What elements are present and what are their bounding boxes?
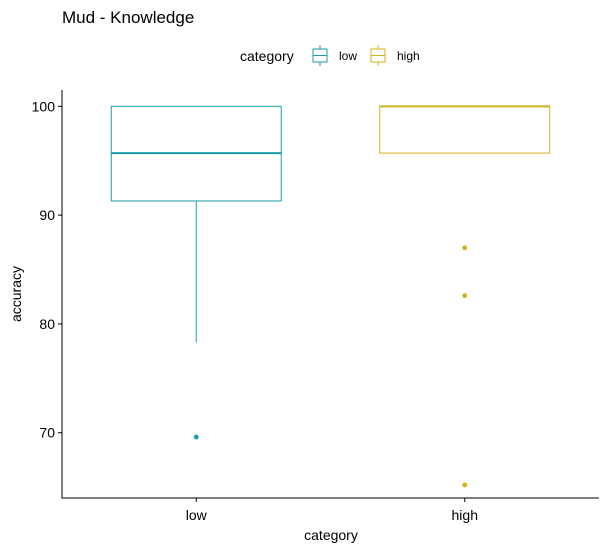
y-tick-label: 70	[39, 425, 55, 441]
legend-label-low: low	[339, 49, 357, 63]
chart-title: Mud - Knowledge	[62, 8, 194, 27]
outlier-point	[462, 245, 468, 251]
outlier-point	[462, 482, 468, 488]
outlier-point	[193, 434, 199, 440]
legend: category low high	[240, 45, 420, 66]
y-tick-label: 90	[39, 207, 55, 223]
x-tick-label: high	[452, 507, 478, 523]
legend-key-high	[370, 45, 386, 66]
legend-key-low	[312, 45, 328, 66]
plot-area	[110, 105, 551, 488]
box-high	[379, 105, 551, 488]
y-tick-label: 80	[39, 316, 55, 332]
legend-title: category	[240, 48, 294, 64]
outlier-point	[462, 293, 468, 299]
legend-label-high: high	[397, 49, 420, 63]
y-axis-title: accuracy	[8, 266, 24, 322]
x-tick-label: low	[186, 507, 208, 523]
box-low	[110, 105, 282, 440]
axes: 70 80 90 100 low high	[32, 90, 599, 523]
y-tick-label: 100	[32, 98, 56, 114]
box-iqr	[379, 105, 551, 154]
x-axis-title: category	[304, 527, 358, 543]
